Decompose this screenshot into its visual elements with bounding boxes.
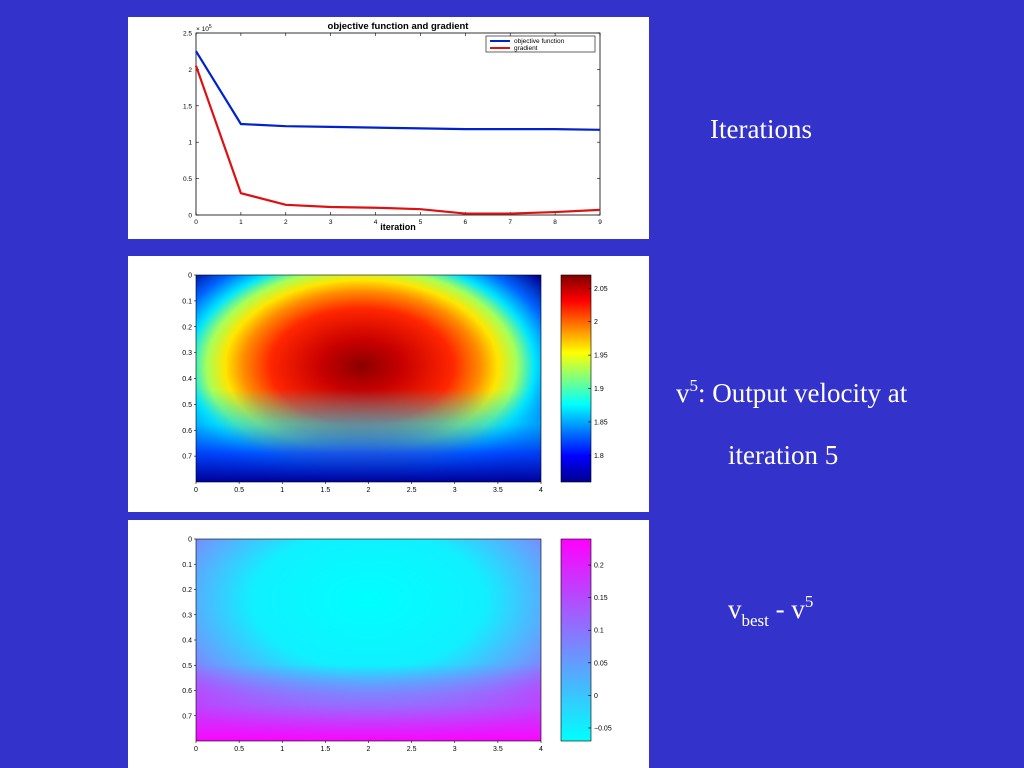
x-tick-label: 9 [598,219,602,226]
line-chart-panel: objective function and gradient iteratio… [128,17,649,239]
y-tick-label: 0.2 [182,587,192,594]
y-multiplier-label: × 105 [196,24,212,33]
caption-velocity-sup: 5 [689,376,699,395]
colorbar [560,538,592,742]
x-tick-label: 3.5 [493,746,503,753]
caption-iterations: Iterations [710,114,812,145]
caption-difference-v2: v [791,594,805,624]
y-tick-label: 0.6 [182,688,192,695]
x-tick-label: 3 [329,219,333,226]
y-tick-label: 0.7 [182,454,192,461]
line-chart: objective function and gradient iteratio… [183,21,602,232]
x-tick-label: 3 [453,487,457,494]
x-tick-label: 4 [539,746,543,753]
caption-velocity-line2: iteration 5 [728,440,838,471]
series-line-gradient [194,65,601,215]
caption-iterations-text: Iterations [710,114,812,144]
x-tick-label: 0.5 [234,746,244,753]
x-tick-label: 3 [453,746,457,753]
difference-heatmap-panel: 0 0.5 1 1.5 2 2.5 3 3.5 4 0 0.1 0.2 0.3 0.4 0.5 0.6 0.7 0… [128,520,649,768]
colorbar-tick-label: 0.2 [594,563,604,570]
x-tick-label: 3.5 [493,487,503,494]
y-tick-label: 0 [188,213,192,220]
x-tick-label: 6 [464,219,468,226]
legend-box [485,35,596,53]
x-tick-label: 1.5 [321,746,331,753]
chart-title: objective function and gradient [328,21,470,32]
caption-difference-sup: 5 [804,592,814,611]
y-tick-label: 0.1 [182,298,192,305]
x-tick-label: 2.5 [407,746,417,753]
caption-difference-v: v [728,594,742,624]
x-tick-label: 7 [508,219,512,226]
x-tick-label: 2 [284,219,288,226]
x-tick-label: 2 [367,487,371,494]
y-tick-label: 0.5 [183,176,192,183]
x-tick-label: 1 [239,219,243,226]
y-tick-label: 0.1 [182,562,192,569]
colorbar-tick-label: 0.15 [594,595,608,602]
colorbar-tick-label: 0.05 [594,660,608,667]
heatmap-bottom-shade [196,539,541,741]
y-tick-label: 0 [188,537,192,544]
x-tick-label: 2.5 [407,487,417,494]
x-tick-label: 1.5 [321,487,331,494]
caption-difference: vbest - v5 [728,592,814,630]
velocity-heatmap-panel: 0 0.5 1 1.5 2 2.5 3 3.5 4 0 0.1 0.2 0.3 0.4 0.5 0.6 0.7 2… [128,256,649,512]
heatmap-bottom-shade [196,275,541,482]
x-tick-label: 0 [194,487,198,494]
series-line-objective-function [195,50,601,131]
legend-label-objective: objective function [514,38,565,45]
colorbar-tick-label: 1.8 [594,453,604,460]
caption-velocity-text: : Output velocity at [698,378,908,408]
legend: objective function gradient [485,35,596,53]
y-tick-label: 1 [188,140,192,147]
colorbar-tick-label: 0 [594,693,598,700]
x-axis-label: iteration [380,222,416,232]
caption-difference-sub: best [741,611,769,630]
colorbar-tick-label: −0.05 [594,725,612,732]
y-multiplier-exponent: 5 [209,24,212,30]
y-multiplier-base: × 10 [196,26,209,33]
x-tick-label: 5 [419,219,423,226]
y-tick-label: 1.5 [183,103,192,110]
y-tick-label: 0.4 [182,376,192,383]
colorbar-tick-label: 0.1 [594,628,604,635]
difference-heatmap: 0 0.5 1 1.5 2 2.5 3 3.5 4 0 0.1 0.2 0.3 0.4 0.5 0.6 0.7 0… [182,537,612,754]
x-tick-label: 4 [374,219,378,226]
legend-label-gradient: gradient [514,45,538,52]
x-tick-label: 8 [553,219,557,226]
x-tick-label: 2 [367,746,371,753]
colorbar-tick-label: 1.85 [594,419,608,426]
x-tick-label: 0 [194,746,198,753]
x-tick-label: 0.5 [234,487,244,494]
colorbar-tick-label: 2 [594,319,598,326]
caption-velocity: v5: Output velocity at [676,376,908,409]
colorbar-tick-label: 2.05 [594,286,608,293]
caption-velocity-v: v [676,378,690,408]
x-tick-label: 4 [539,487,543,494]
y-tick-label: 2.5 [183,31,192,38]
y-tick-label: 0.2 [182,324,192,331]
colorbar [560,274,592,483]
x-tick-label: 1 [280,746,284,753]
y-tick-label: 0.5 [182,663,192,670]
colorbar-tick-label: 1.9 [594,386,604,393]
y-tick-label: 0.4 [182,638,192,645]
velocity-heatmap: 0 0.5 1 1.5 2 2.5 3 3.5 4 0 0.1 0.2 0.3 0.4 0.5 0.6 0.7 2… [182,273,608,495]
y-tick-label: 0.3 [182,350,192,357]
x-tick-label: 0 [194,219,198,226]
y-tick-label: 2 [188,67,192,74]
y-tick-label: 0.7 [182,713,192,720]
y-tick-label: 0.6 [182,428,192,435]
colorbar-tick-label: 1.95 [594,353,608,360]
caption-difference-minus: - [768,594,792,624]
y-tick-label: 0 [188,273,192,280]
caption-velocity-line2-text: iteration 5 [728,440,839,470]
y-tick-label: 0.3 [182,612,192,619]
y-tick-label: 0.5 [182,402,192,409]
x-tick-label: 1 [280,487,284,494]
